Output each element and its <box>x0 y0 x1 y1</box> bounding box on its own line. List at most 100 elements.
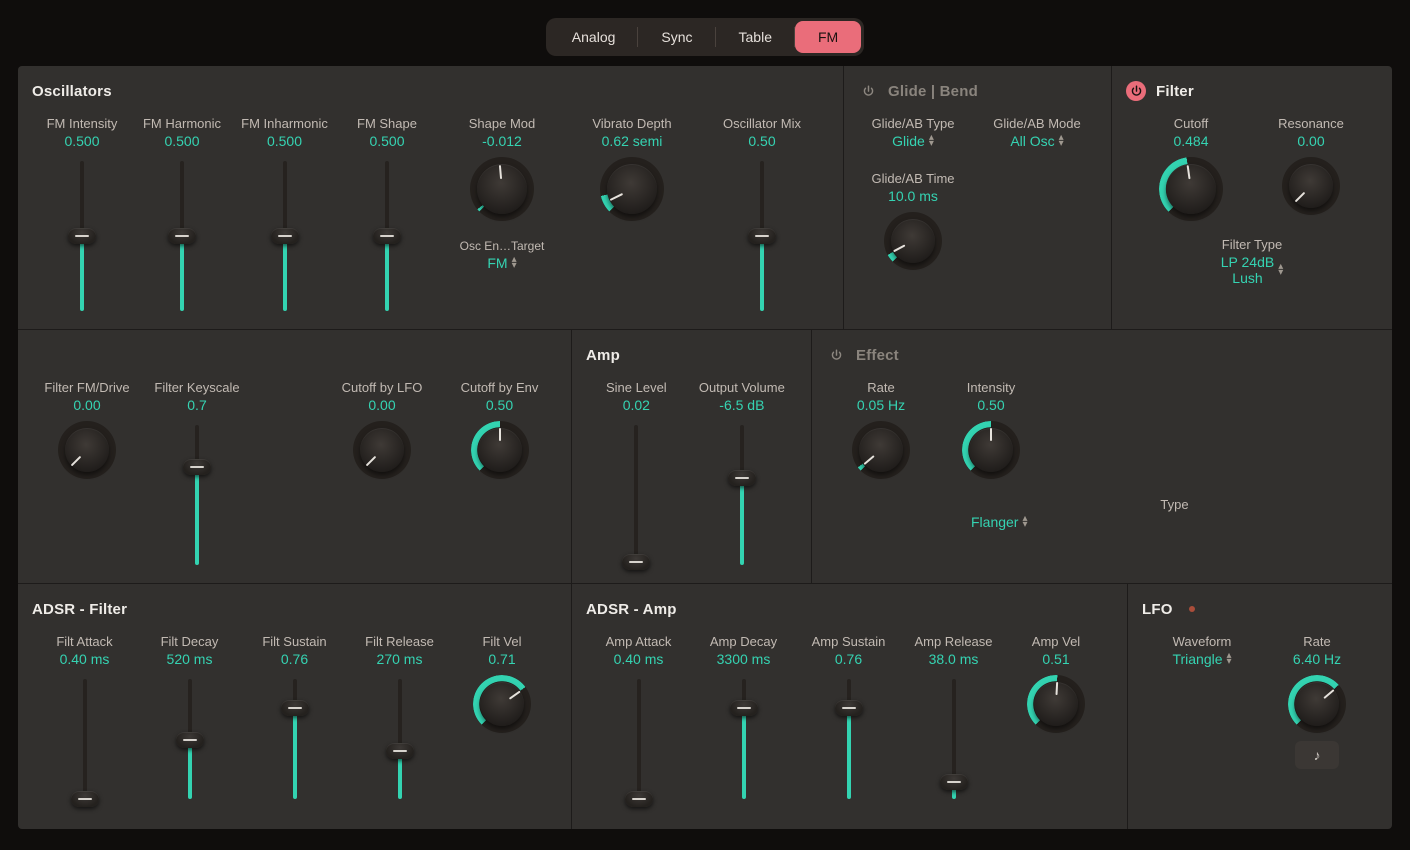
glide-type-select[interactable]: Glide <box>892 133 934 149</box>
filt-decay-control: Filt Decay 520 ms <box>137 634 242 799</box>
amp-attack-value[interactable]: 0.40 ms <box>614 651 664 667</box>
shape-mod-value[interactable]: -0.012 <box>482 133 522 149</box>
amp-release-slider[interactable] <box>942 679 966 799</box>
lfo-rate-label: Rate <box>1303 634 1330 649</box>
filt-attack-label: Filt Attack <box>56 634 112 649</box>
amp-vel-label: Amp Vel <box>1032 634 1080 649</box>
filt-release-value[interactable]: 270 ms <box>377 651 423 667</box>
filt-vel-control: Filt Vel 0.71 <box>452 634 552 799</box>
lfo-note-sync-button[interactable]: ♪ <box>1295 741 1339 769</box>
filter-resonance-knob[interactable] <box>1282 157 1340 215</box>
filt-attack-slider[interactable] <box>73 679 97 799</box>
cutoff-by-lfo-knob[interactable] <box>353 421 411 479</box>
filter-cutoff-value[interactable]: 0.484 <box>1173 133 1208 149</box>
lfo-rate-value[interactable]: 6.40 Hz <box>1293 651 1341 667</box>
glide-time-knob[interactable] <box>884 212 942 270</box>
section-adsr-filter: ADSR - Filter Filt Attack 0.40 ms Filt D… <box>18 584 572 829</box>
amp-attack-label: Amp Attack <box>606 634 672 649</box>
amp-release-value[interactable]: 38.0 ms <box>929 651 979 667</box>
filter-title: Filter <box>1156 83 1194 100</box>
amp-decay-value[interactable]: 3300 ms <box>717 651 771 667</box>
fm-harmonic-slider[interactable] <box>170 161 194 311</box>
filter-fm-drive-value[interactable]: 0.00 <box>73 397 100 413</box>
filter-fm-drive-knob[interactable] <box>58 421 116 479</box>
filt-attack-value[interactable]: 0.40 ms <box>60 651 110 667</box>
filt-sustain-value[interactable]: 0.76 <box>281 651 308 667</box>
filter-keyscale-value[interactable]: 0.7 <box>187 397 206 413</box>
glide-power-button[interactable] <box>858 81 878 101</box>
osc-env-target-select[interactable]: FM <box>460 255 545 271</box>
amp-vel-knob[interactable] <box>1027 675 1085 733</box>
oscillator-mix-value[interactable]: 0.50 <box>748 133 775 149</box>
section-oscillators: Oscillators FM Intensity 0.500 FM Harmon… <box>18 66 844 329</box>
row-1: Oscillators FM Intensity 0.500 FM Harmon… <box>18 66 1392 330</box>
output-volume-value[interactable]: -6.5 dB <box>719 397 764 413</box>
fil006t-decay-slider[interactable] <box>178 679 202 799</box>
cutoff-by-lfo-value[interactable]: 0.00 <box>368 397 395 413</box>
tab-analog[interactable]: Analog <box>549 21 639 53</box>
fm-inharmonic-slider[interactable] <box>273 161 297 311</box>
lfo-rate-knob[interactable] <box>1288 675 1346 733</box>
glide-time-value[interactable]: 10.0 ms <box>888 188 938 204</box>
row-2: Filter FM/Drive 0.00 Filter Keyscale 0.7… <box>18 330 1392 584</box>
sine-level-slider[interactable] <box>624 425 648 565</box>
sine-level-value[interactable]: 0.02 <box>623 397 650 413</box>
filter-cutoff-label: Cutoff <box>1174 116 1208 131</box>
filter-keyscale-slider[interactable] <box>185 425 209 565</box>
cutoff-by-env-value[interactable]: 0.50 <box>486 397 513 413</box>
amp-sustain-slider[interactable] <box>837 679 861 799</box>
filt-release-slider[interactable] <box>388 679 412 799</box>
vibrato-depth-knob[interactable] <box>600 157 664 221</box>
updown-arrows-icon <box>929 135 934 147</box>
fm-harmonic-value[interactable]: 0.500 <box>164 133 199 149</box>
effect-type-select[interactable]: Flanger <box>971 514 1378 530</box>
filter-fm-drive-label: Filter FM/Drive <box>44 380 129 395</box>
fm-inharmonic-value[interactable]: 0.500 <box>267 133 302 149</box>
tab-sync[interactable]: Sync <box>638 21 715 53</box>
filt-sustain-slider[interactable] <box>283 679 307 799</box>
effect-intensity-value[interactable]: 0.50 <box>977 397 1004 413</box>
amp-sustain-value[interactable]: 0.76 <box>835 651 862 667</box>
shape-mod-control: Shape Mod -0.012 Osc En…Target FM <box>437 116 567 311</box>
tab-table[interactable]: Table <box>716 21 795 53</box>
oscillator-mix-slider[interactable] <box>750 161 774 311</box>
lfo-waveform-select[interactable]: Triangle <box>1172 651 1231 667</box>
effect-rate-knob[interactable] <box>852 421 910 479</box>
filt-vel-value[interactable]: 0.71 <box>488 651 515 667</box>
glide-type-label: Glide/AB Type <box>872 116 955 131</box>
filter-fm-drive-control: Filter FM/Drive 0.00 <box>32 380 142 565</box>
amp-attack-slider[interactable] <box>627 679 651 799</box>
filter-cutoff-knob[interactable] <box>1159 157 1223 221</box>
effect-rate-label: Rate <box>867 380 894 395</box>
fm-intensity-slider[interactable] <box>70 161 94 311</box>
filt-vel-knob[interactable] <box>473 675 531 733</box>
fm-shape-slider[interactable] <box>375 161 399 311</box>
fm-inharmonic-control: FM Inharmonic 0.500 <box>232 116 337 311</box>
filter-power-button[interactable] <box>1126 81 1146 101</box>
output-volume-slider[interactable] <box>730 425 754 565</box>
amp-vel-value[interactable]: 0.51 <box>1042 651 1069 667</box>
cutoff-by-env-control: Cutoff by Env 0.50 <box>442 380 557 565</box>
effect-intensity-label: Intensity <box>967 380 1015 395</box>
section-filter-misc: Filter FM/Drive 0.00 Filter Keyscale 0.7… <box>18 330 572 583</box>
glide-mode-select[interactable]: All Osc <box>1010 133 1063 149</box>
amp-decay-slider[interactable] <box>732 679 756 799</box>
effect-intensity-knob[interactable] <box>962 421 1020 479</box>
lfo-indicator-icon <box>1189 606 1195 612</box>
filter-resonance-value[interactable]: 0.00 <box>1297 133 1324 149</box>
tab-fm[interactable]: FM <box>795 21 861 53</box>
oscillator-mix-label: Oscillator Mix <box>723 116 801 131</box>
glide-type-value: Glide <box>892 133 925 149</box>
fm-harmonic-label: FM Harmonic <box>143 116 221 131</box>
effect-rate-value[interactable]: 0.05 Hz <box>857 397 905 413</box>
cutoff-by-env-knob[interactable] <box>471 421 529 479</box>
updown-arrows-icon <box>512 257 517 269</box>
filter-type-select[interactable]: LP 24dB Lush <box>1126 254 1378 286</box>
filt-decay-value[interactable]: 520 ms <box>167 651 213 667</box>
vibrato-depth-value[interactable]: 0.62 semi <box>602 133 663 149</box>
updown-arrows-icon <box>1059 135 1064 147</box>
shape-mod-knob[interactable] <box>470 157 534 221</box>
fm-shape-value[interactable]: 0.500 <box>369 133 404 149</box>
fm-intensity-value[interactable]: 0.500 <box>64 133 99 149</box>
effect-power-button[interactable] <box>826 345 846 365</box>
